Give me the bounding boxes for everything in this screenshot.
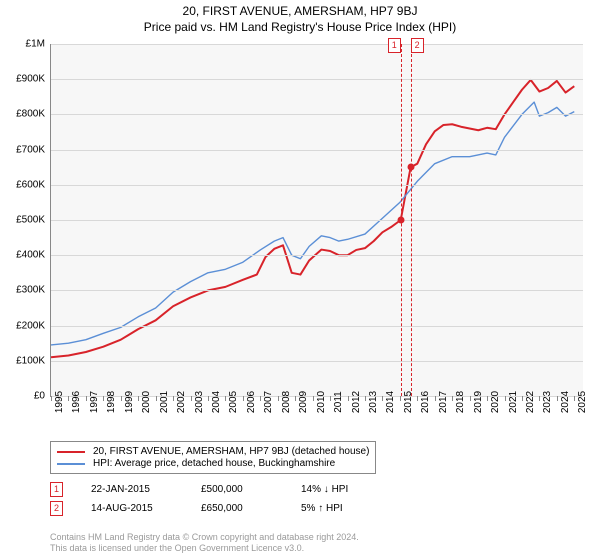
sale-hpi-2: 5% ↑ HPI xyxy=(301,503,421,514)
chart-title: 20, FIRST AVENUE, AMERSHAM, HP7 9BJ xyxy=(0,4,600,18)
x-axis-label: 2009 xyxy=(298,391,309,413)
sale-flag-2: 2 xyxy=(411,38,424,53)
x-axis-label: 2015 xyxy=(403,391,414,413)
x-axis-label: 2021 xyxy=(508,391,519,413)
sale-dot-2 xyxy=(407,164,414,171)
sale-date-1: 22-JAN-2015 xyxy=(91,484,201,495)
x-axis-label: 2022 xyxy=(525,391,536,413)
sale-price-1: £500,000 xyxy=(201,484,301,495)
x-axis-label: 2014 xyxy=(385,391,396,413)
x-axis-label: 2000 xyxy=(141,391,152,413)
x-axis-label: 2023 xyxy=(542,391,553,413)
x-axis-label: 2024 xyxy=(560,391,571,413)
x-axis-label: 1995 xyxy=(54,391,65,413)
x-axis-label: 2001 xyxy=(159,391,170,413)
sale-hpi-1: 14% ↓ HPI xyxy=(301,484,421,495)
x-axis-label: 2007 xyxy=(263,391,274,413)
legend-row-property: 20, FIRST AVENUE, AMERSHAM, HP7 9BJ (det… xyxy=(57,446,369,457)
x-axis-label: 2010 xyxy=(316,391,327,413)
x-axis-label: 2011 xyxy=(333,391,344,413)
x-axis-label: 2017 xyxy=(438,391,449,413)
y-axis-label: £500K xyxy=(16,215,45,226)
y-axis-label: £700K xyxy=(16,144,45,155)
x-axis-label: 2018 xyxy=(455,391,466,413)
sale-flag-1: 1 xyxy=(388,38,401,53)
sale-marker-1: 1 xyxy=(50,482,63,497)
y-axis-label: £100K xyxy=(16,355,45,366)
x-axis-label: 2004 xyxy=(211,391,222,413)
sale-date-2: 14-AUG-2015 xyxy=(91,503,201,514)
x-axis-label: 1997 xyxy=(89,391,100,413)
y-axis-label: £400K xyxy=(16,250,45,261)
y-axis-label: £1M xyxy=(26,39,45,50)
legend-swatch-property xyxy=(57,451,85,453)
x-axis-label: 2008 xyxy=(281,391,292,413)
y-axis-label: £200K xyxy=(16,320,45,331)
y-axis-label: £800K xyxy=(16,109,45,120)
x-axis-label: 2020 xyxy=(490,391,501,413)
x-axis-label: 1996 xyxy=(71,391,82,413)
y-axis-label: £0 xyxy=(34,391,45,402)
x-axis-label: 1999 xyxy=(124,391,135,413)
sale-row-2: 2 14-AUG-2015 £650,000 5% ↑ HPI xyxy=(50,501,421,516)
legend-swatch-hpi xyxy=(57,463,85,465)
x-axis-label: 2016 xyxy=(420,391,431,413)
x-axis-label: 2006 xyxy=(246,391,257,413)
x-axis-label: 2019 xyxy=(473,391,484,413)
x-axis-label: 2003 xyxy=(194,391,205,413)
sale-marker-2: 2 xyxy=(50,501,63,516)
y-axis-label: £300K xyxy=(16,285,45,296)
chart-subtitle: Price paid vs. HM Land Registry's House … xyxy=(0,20,600,34)
sale-row-1: 1 22-JAN-2015 £500,000 14% ↓ HPI xyxy=(50,482,421,497)
legend-label-hpi: HPI: Average price, detached house, Buck… xyxy=(93,458,335,469)
license-text: Contains HM Land Registry data © Crown c… xyxy=(50,532,359,555)
y-axis-label: £900K xyxy=(16,74,45,85)
legend-label-property: 20, FIRST AVENUE, AMERSHAM, HP7 9BJ (det… xyxy=(93,446,369,457)
chart-plot-area: £0£100K£200K£300K£400K£500K£600K£700K£80… xyxy=(50,44,583,397)
x-axis-label: 2005 xyxy=(228,391,239,413)
series-line-hpi xyxy=(51,102,574,345)
legend-row-hpi: HPI: Average price, detached house, Buck… xyxy=(57,458,369,469)
legend: 20, FIRST AVENUE, AMERSHAM, HP7 9BJ (det… xyxy=(50,441,376,474)
x-axis-label: 2012 xyxy=(351,391,362,413)
license-line-1: Contains HM Land Registry data © Crown c… xyxy=(50,532,359,543)
x-axis-label: 2013 xyxy=(368,391,379,413)
x-axis-label: 2025 xyxy=(577,391,588,413)
sale-price-2: £650,000 xyxy=(201,503,301,514)
title-block: 20, FIRST AVENUE, AMERSHAM, HP7 9BJ Pric… xyxy=(0,0,600,34)
x-axis-label: 1998 xyxy=(106,391,117,413)
license-line-2: This data is licensed under the Open Gov… xyxy=(50,543,359,554)
sale-dot-1 xyxy=(397,217,404,224)
sales-table: 1 22-JAN-2015 £500,000 14% ↓ HPI 2 14-AU… xyxy=(50,482,421,520)
x-axis-label: 2002 xyxy=(176,391,187,413)
series-line-property xyxy=(51,80,574,357)
y-axis-label: £600K xyxy=(16,179,45,190)
